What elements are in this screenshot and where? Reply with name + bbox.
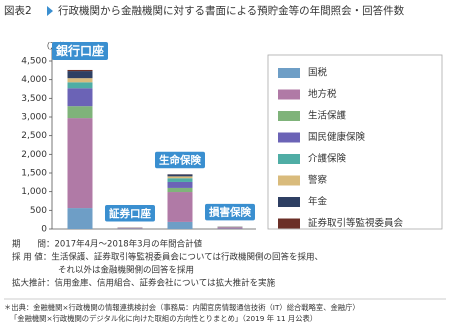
legend-swatch bbox=[278, 111, 300, 121]
category-label: 損害保険 bbox=[209, 206, 251, 219]
y-tick-label: 500 bbox=[30, 206, 47, 216]
category-label-box bbox=[105, 205, 155, 222]
y-tick-label: 1,500 bbox=[21, 169, 47, 179]
legend-label: 生活保護 bbox=[308, 110, 347, 122]
chart-title: 行政機関から金融機関に対する書面による預貯金等の年間照会・回答件数 bbox=[58, 4, 405, 17]
bar-segment bbox=[167, 174, 193, 177]
bar-segment bbox=[167, 181, 193, 188]
legend-swatch bbox=[278, 89, 300, 100]
note: それ以外は金融機関側の回答を採用 bbox=[58, 265, 194, 276]
y-tick-label: 0 bbox=[41, 225, 47, 235]
bar-segment bbox=[67, 208, 93, 229]
bar-segment bbox=[67, 88, 93, 107]
bar-segment bbox=[117, 228, 143, 229]
category-label: 銀行口座 bbox=[55, 43, 104, 58]
category-label-box bbox=[205, 203, 255, 221]
y-tick-label: 2,500 bbox=[21, 131, 47, 141]
legend-swatch bbox=[278, 197, 300, 207]
note: 採 用 値：生活保護、証券取引等監視委員会については行政機関側の回答を採用、 bbox=[12, 252, 323, 263]
legend-swatch bbox=[278, 218, 300, 229]
y-tick-label: 3,000 bbox=[21, 113, 47, 123]
bar-segment bbox=[167, 187, 193, 193]
legend-label: 地方税 bbox=[308, 88, 337, 100]
bar-segment bbox=[167, 178, 193, 182]
bar-segment bbox=[167, 176, 193, 179]
bar-segment bbox=[217, 227, 243, 229]
legend-swatch bbox=[278, 175, 300, 186]
legend-label: 証券取引等監視委員会 bbox=[308, 217, 404, 229]
category-label: 証券口座 bbox=[109, 207, 151, 220]
bar-segment bbox=[67, 78, 93, 83]
bar-segment bbox=[167, 221, 193, 229]
y-tick-label: 4,000 bbox=[21, 75, 47, 85]
bar-segment bbox=[67, 69, 93, 72]
y-tick-label: 3,500 bbox=[21, 94, 47, 104]
category-label-box bbox=[52, 41, 108, 60]
note: 拡大推計：信用金庫、信用組合、証券会社については拡大推計を実施 bbox=[12, 278, 276, 289]
category-label: 生命保険 bbox=[159, 154, 201, 167]
y-tick-label: 4,500 bbox=[21, 57, 47, 67]
legend-label: 国民健康保険 bbox=[308, 131, 366, 143]
legend-label: 介護保険 bbox=[308, 153, 347, 165]
legend-swatch bbox=[278, 68, 300, 78]
category-label-box bbox=[155, 151, 205, 169]
bar-segment bbox=[167, 192, 193, 222]
legend-swatch bbox=[278, 154, 300, 164]
legend-box bbox=[267, 54, 443, 230]
title-arrow bbox=[47, 6, 53, 16]
source: 「金融機関×行政機関のデジタル化に向けた取組の方向性とりまとめ」（2019 年 … bbox=[10, 314, 317, 323]
legend-label: 国税 bbox=[308, 67, 328, 79]
bar-segment bbox=[67, 118, 93, 209]
source: ＊出典：金融機関×行政機関の情報連携検討会（事務局：内閣官房情報通信技術（IT）… bbox=[4, 303, 360, 312]
legend-label: 警察 bbox=[308, 174, 328, 186]
legend-swatch bbox=[278, 132, 300, 143]
legend-label: 年金 bbox=[308, 196, 328, 208]
figure-label: 図表2 bbox=[4, 4, 32, 17]
note: 期 間：2017年4月〜2018年3月の年間合計値 bbox=[12, 239, 203, 250]
bar-segment bbox=[67, 71, 93, 79]
bar-segment bbox=[67, 82, 93, 89]
y-tick-label: 2,000 bbox=[21, 150, 47, 160]
y-tick-label: 1,000 bbox=[21, 187, 47, 197]
bar-segment bbox=[67, 106, 93, 119]
